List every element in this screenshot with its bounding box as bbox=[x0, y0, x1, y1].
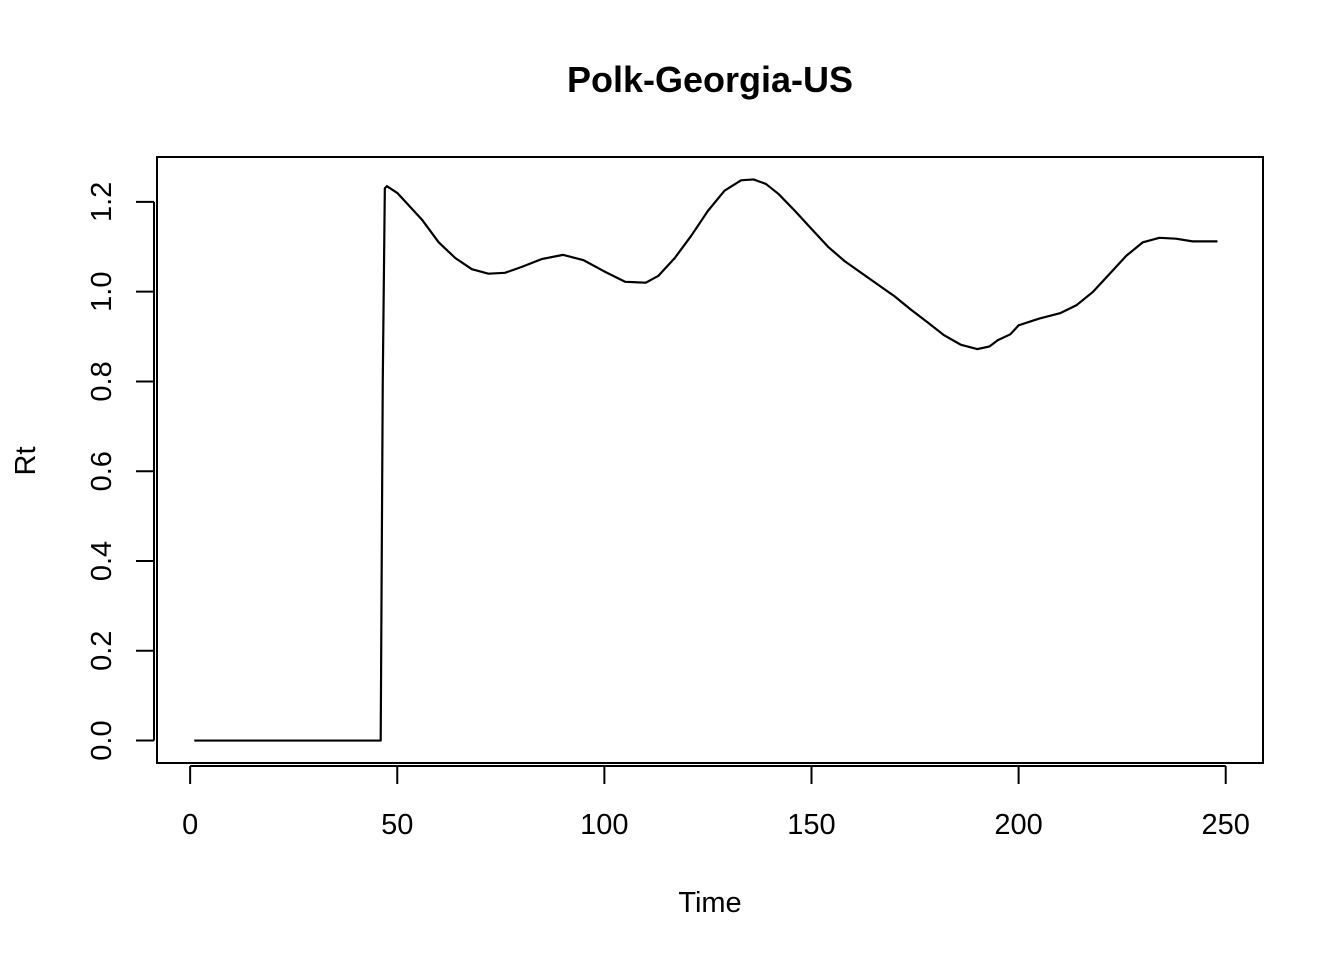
chart-title: Polk-Georgia-US bbox=[567, 59, 853, 100]
y-axis: 0.0 0.2 0.4 0.6 0.8 1.0 1.2 bbox=[86, 182, 155, 761]
y-tick-label: 1.0 bbox=[86, 272, 118, 312]
rt-series-line bbox=[194, 178, 1218, 742]
x-tick-label: 100 bbox=[580, 809, 628, 841]
x-tick-label: 0 bbox=[182, 809, 198, 841]
x-tick-label: 200 bbox=[994, 809, 1042, 841]
y-tick-label: 0.8 bbox=[86, 361, 118, 401]
y-tick-label: 0.4 bbox=[86, 541, 118, 581]
x-axis-label: Time bbox=[678, 887, 741, 919]
x-tick-label: 150 bbox=[787, 809, 835, 841]
plot-frame bbox=[156, 156, 1264, 764]
y-tick-label: 1.2 bbox=[86, 182, 118, 222]
x-tick-label: 250 bbox=[1202, 809, 1250, 841]
y-axis-label: Rt bbox=[10, 447, 42, 476]
y-tick-label: 0.0 bbox=[86, 720, 118, 760]
y-tick-label: 0.6 bbox=[86, 451, 118, 491]
y-tick-label: 0.2 bbox=[86, 631, 118, 671]
x-tick-label: 50 bbox=[381, 809, 413, 841]
x-axis: 0 50 100 150 200 250 bbox=[182, 765, 1250, 841]
